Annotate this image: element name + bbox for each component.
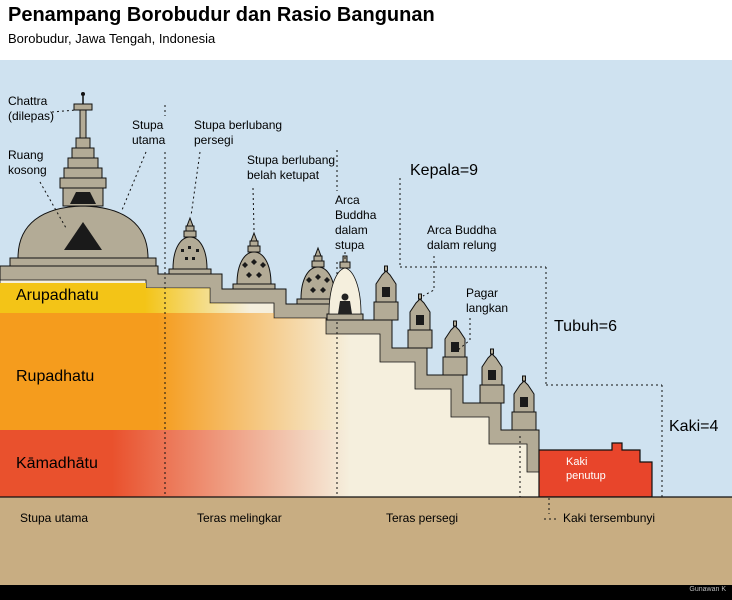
balustrade-wall [373,301,399,321]
stupa-square-holes [168,216,212,275]
zone-label-arupadhatu: Arupadhatu [16,287,99,304]
base-label-kaki-tersembunyi: Kaki tersembunyi [563,511,656,525]
ratio-tubuh: Tubuh=6 [554,318,618,335]
balustrade-wall [442,356,468,376]
stupa-diamond-holes [232,231,276,290]
balustrade-wall [511,411,537,431]
stupa-diamond-holes-2 [296,246,340,305]
buddha-statue [341,293,349,301]
section-separator-lines [164,105,521,524]
base-label-teras-melingkar: Teras melingkar [197,511,282,525]
balustrade-wall [407,329,433,349]
callout-ruang-kosong: Ruang kosong [8,148,47,177]
callout-pagar-langkan: Pagar langkan [466,286,509,315]
callout-stupa-berlubang-persegi: Stupa berlubang persegi [194,118,283,147]
zone-band-kamadhatu [0,430,350,497]
base-label-teras-persegi: Teras persegi [386,511,459,525]
callout-arca-buddha-dalam-relung: Arca Buddha dalam relung [427,223,497,252]
ground [0,497,732,585]
empty-chamber [64,222,102,250]
zone-band-arupadhatu [0,283,250,313]
ratio-lines [399,178,663,497]
balustrade-wall [479,384,505,404]
zone-label-kamadhatu: Kāmadhātu [16,455,98,472]
ratio-kepala: Kepala=9 [410,162,479,179]
buddha-niches [373,265,537,431]
ratio-kaki: Kaki=4 [669,418,719,435]
credit-text: Gunawan K [689,586,726,593]
callout-stupa-berlubang-belah-ketupat: Stupa berlubang belah ketupat [247,153,336,182]
chattra-umbrella [73,103,93,111]
zone-band-rupadhatu [0,313,350,430]
callout-arca-buddha-dalam-stupa: Arca Buddha dalam stupa [335,193,377,252]
chattra-mast [79,109,87,139]
bottom-bar [0,585,732,600]
zone-label-rupadhatu: Rupadhatu [16,368,95,385]
main-stupa [9,92,157,267]
callout-chattra: Chattra (dilepas) [8,94,55,123]
callout-stupa-utama: Stupa utama [132,118,166,147]
leader-lines [39,109,559,520]
callout-kaki-penutup: Kaki penutup [566,456,606,482]
page-subtitle: Borobudur, Jawa Tengah, Indonesia [8,31,216,46]
page-title: Penampang Borobudur dan Rasio Bangunan [8,4,435,26]
base-label-stupa-utama: Stupa utama [20,511,89,525]
